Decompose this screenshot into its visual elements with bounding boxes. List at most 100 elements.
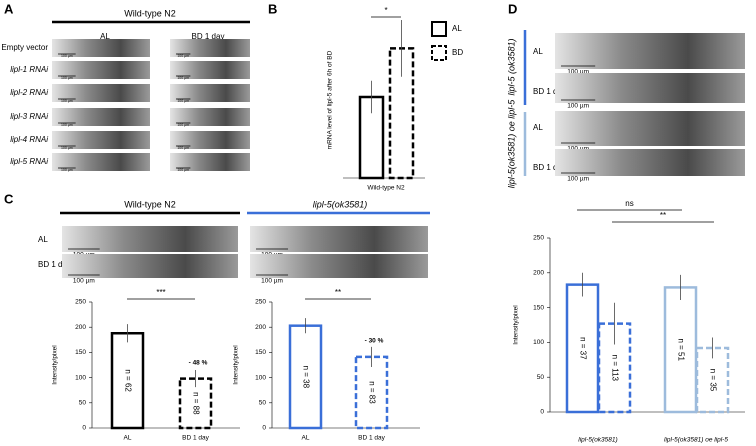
row-label: lipl-2 RNAi <box>10 88 48 97</box>
x-tick-label: BD 1 day <box>182 435 209 442</box>
row-label: lipl-3 RNAi <box>10 112 48 121</box>
n-label: n = 35 <box>708 369 717 392</box>
panel-letter: C <box>4 191 14 206</box>
x-tick-label: Wild-type N2 <box>367 185 405 192</box>
n-label: n = 88 <box>191 392 200 415</box>
significance-label: ns <box>625 199 633 208</box>
n-label: n = 37 <box>578 337 587 360</box>
row-label: lipl-5 RNAi <box>10 157 48 166</box>
scale-bar-label: 100 µm <box>61 54 73 58</box>
significance-label: *** <box>156 288 165 297</box>
y-axis-label: Intensity/pixel <box>513 305 520 345</box>
significance-label: ** <box>660 211 666 220</box>
x-tick-label: lipl-5(ok3581) <box>578 437 617 444</box>
row-label: BD 1 day <box>533 87 566 96</box>
y-tick-label: 0 <box>540 409 544 416</box>
x-tick-label: BD 1 day <box>358 435 385 442</box>
micrograph <box>555 73 745 103</box>
micrograph <box>52 131 150 149</box>
group-title: lipl-5(ok3581) <box>313 199 368 209</box>
x-tick-label: lipl-5(ok3581) oe lipl-5 <box>664 437 728 444</box>
bar <box>178 377 213 430</box>
scale-bar-label: 100 µm <box>177 123 189 127</box>
row-label: AL <box>533 123 543 132</box>
scale-bar-label: 100 µm <box>567 69 589 76</box>
significance-label: * <box>384 6 387 15</box>
micrograph <box>52 108 150 126</box>
scale-bar-label: 100 µm <box>61 146 73 150</box>
y-tick-label: 50 <box>259 400 267 407</box>
scale-bar-label: 100 µm <box>61 76 73 80</box>
bar <box>597 322 632 414</box>
n-label: n = 38 <box>301 366 310 389</box>
n-label: n = 113 <box>610 355 619 382</box>
micrograph <box>170 131 250 149</box>
column-label: AL <box>100 32 110 41</box>
micrograph <box>62 226 238 252</box>
micrograph <box>555 149 745 176</box>
y-axis-label: Intensity/pixel <box>52 345 59 385</box>
legend-label: BD <box>452 48 463 57</box>
scale-bar-label: 100 µm <box>61 99 73 103</box>
scale-bar-label: 100 µm <box>73 278 95 285</box>
y-axis-label: mRNA level of lipl-5 after 6h of BD <box>327 50 334 149</box>
y-tick-label: 0 <box>82 425 86 432</box>
scale-bar-label: 100 µm <box>177 76 189 80</box>
y-tick-label: 250 <box>533 235 544 242</box>
micrograph <box>555 33 745 69</box>
significance-label: ** <box>335 288 341 297</box>
row-label: lipl-1 RNAi <box>10 65 48 74</box>
scale-bar-label: 100 µm <box>177 54 189 58</box>
row-label: lipl-4 RNAi <box>10 135 48 144</box>
micrograph <box>170 153 250 171</box>
scale-bar-label: 100 µm <box>177 99 189 103</box>
row-label: AL <box>533 47 543 56</box>
change-label: - 48 % <box>189 359 208 366</box>
legend-swatch <box>431 45 447 61</box>
scale-bar-label: 100 µm <box>567 176 589 183</box>
legend-label: AL <box>452 24 462 33</box>
n-label: n = 83 <box>367 381 376 404</box>
n-label: n = 62 <box>123 369 132 392</box>
y-tick-label: 0 <box>262 425 266 432</box>
micrograph <box>555 111 745 146</box>
y-tick-label: 150 <box>533 304 544 311</box>
y-tick-label: 100 <box>255 374 266 381</box>
group-title: lipl-5(ok3581) oe lipl-5 <box>506 99 516 189</box>
panel-title: Wild-type N2 <box>124 8 176 18</box>
scale-bar-label: 100 µm <box>177 168 189 172</box>
y-tick-label: 200 <box>75 324 86 331</box>
panel-letter: D <box>508 1 517 16</box>
change-label: - 30 % <box>365 338 384 345</box>
y-tick-label: 100 <box>75 374 86 381</box>
y-tick-label: 50 <box>79 400 87 407</box>
row-label: AL <box>38 235 48 244</box>
scale-bar-label: 100 µm <box>61 123 73 127</box>
y-tick-label: 250 <box>255 299 266 306</box>
micrograph <box>52 61 150 79</box>
micrograph <box>250 226 428 252</box>
legend-swatch <box>431 21 447 37</box>
n-label: n = 51 <box>676 338 685 361</box>
y-tick-label: 200 <box>255 324 266 331</box>
y-tick-label: 200 <box>533 270 544 277</box>
micrograph <box>250 254 428 278</box>
y-tick-label: 150 <box>255 349 266 356</box>
micrograph <box>52 153 150 171</box>
y-axis-label: Intensity/pixel <box>233 345 240 385</box>
scale-bar-label: 100 µm <box>61 168 73 172</box>
scale-bar-label: 100 µm <box>177 146 189 150</box>
bar <box>354 355 389 430</box>
micrograph <box>170 108 250 126</box>
x-tick-label: AL <box>302 435 310 442</box>
y-tick-label: 100 <box>533 339 544 346</box>
row-label: BD 1 day <box>38 260 71 269</box>
bar <box>695 346 730 414</box>
row-label: BD 1 day <box>533 163 566 172</box>
panel-letter: A <box>4 1 14 16</box>
micrograph <box>52 39 150 57</box>
scale-bar-label: 100 µm <box>567 103 589 110</box>
row-label: Empty vector <box>1 43 48 52</box>
scale-bar-label: 100 µm <box>261 278 283 285</box>
